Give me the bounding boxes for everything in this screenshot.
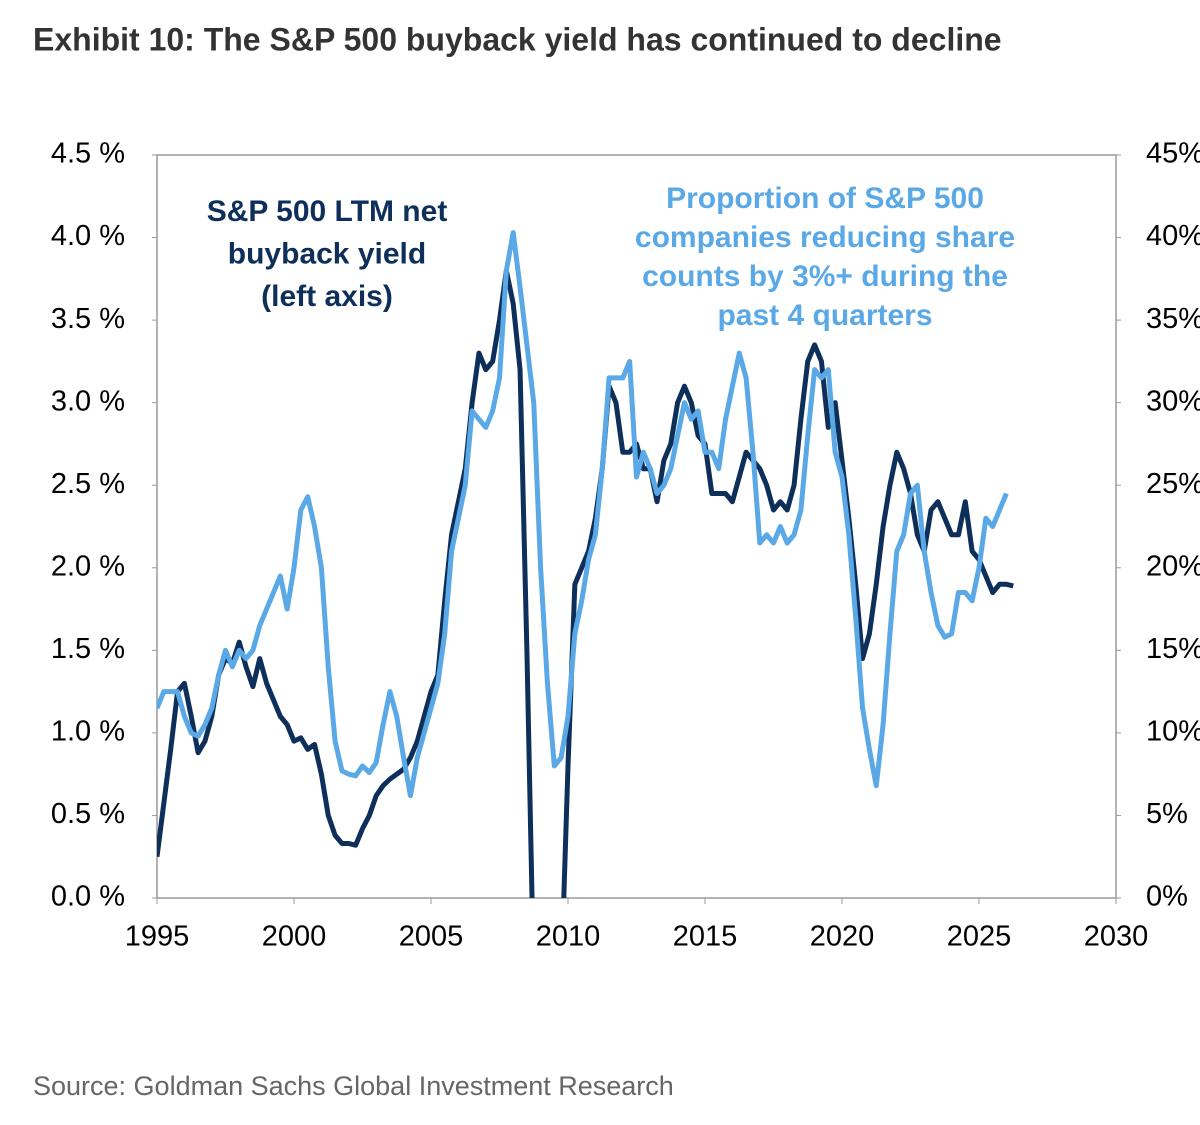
y2-tick-label: 25%: [1146, 468, 1200, 500]
annotation: past 4 quarters: [717, 299, 932, 332]
y-tick-label: 0.0 %: [51, 881, 125, 913]
y2-tick-label: 10%: [1146, 716, 1200, 748]
annotation: (left axis): [261, 280, 393, 313]
annotation: companies reducing share: [635, 221, 1015, 254]
y2-tick-label: 15%: [1146, 633, 1200, 665]
y2-tick-label: 0%: [1146, 881, 1188, 913]
series-line: [157, 268, 1014, 898]
y-tick-label: 4.0 %: [51, 220, 125, 252]
series-line: [157, 230, 1009, 799]
y-tick-label: 3.0 %: [51, 385, 125, 417]
y2-tick-label: 20%: [1146, 550, 1200, 582]
x-tick-label: 2020: [810, 921, 875, 953]
y2-tick-label: 30%: [1146, 385, 1200, 417]
y-tick-label: 0.5 %: [51, 798, 125, 830]
annotation: S&P 500 LTM net: [207, 195, 448, 228]
x-tick-label: 2010: [536, 921, 601, 953]
annotation: Proportion of S&P 500: [666, 182, 984, 215]
x-tick-label: 1995: [125, 921, 190, 953]
annotation: counts by 3%+ during the: [642, 260, 1008, 293]
x-tick-label: 2025: [947, 921, 1012, 953]
source-note: Source: Goldman Sachs Global Investment …: [33, 1071, 674, 1101]
y2-tick-label: 45%: [1146, 138, 1200, 170]
y-tick-label: 4.5 %: [51, 138, 125, 170]
y-tick-label: 1.0 %: [51, 716, 125, 748]
x-tick-label: 2030: [1084, 921, 1149, 953]
x-tick-label: 2005: [399, 921, 464, 953]
y-tick-label: 1.5 %: [51, 633, 125, 665]
y2-tick-label: 40%: [1146, 220, 1200, 252]
y2-tick-label: 35%: [1146, 303, 1200, 335]
y-tick-label: 2.5 %: [51, 468, 125, 500]
y-tick-label: 3.5 %: [51, 303, 125, 335]
chart-title: Exhibit 10: The S&P 500 buyback yield ha…: [33, 21, 1002, 57]
x-tick-label: 2015: [673, 921, 738, 953]
y2-tick-label: 5%: [1146, 798, 1188, 830]
plot-frame: [156, 154, 1117, 899]
x-tick-label: 2000: [262, 921, 327, 953]
annotation: buyback yield: [228, 237, 426, 270]
y-tick-label: 2.0 %: [51, 550, 125, 582]
